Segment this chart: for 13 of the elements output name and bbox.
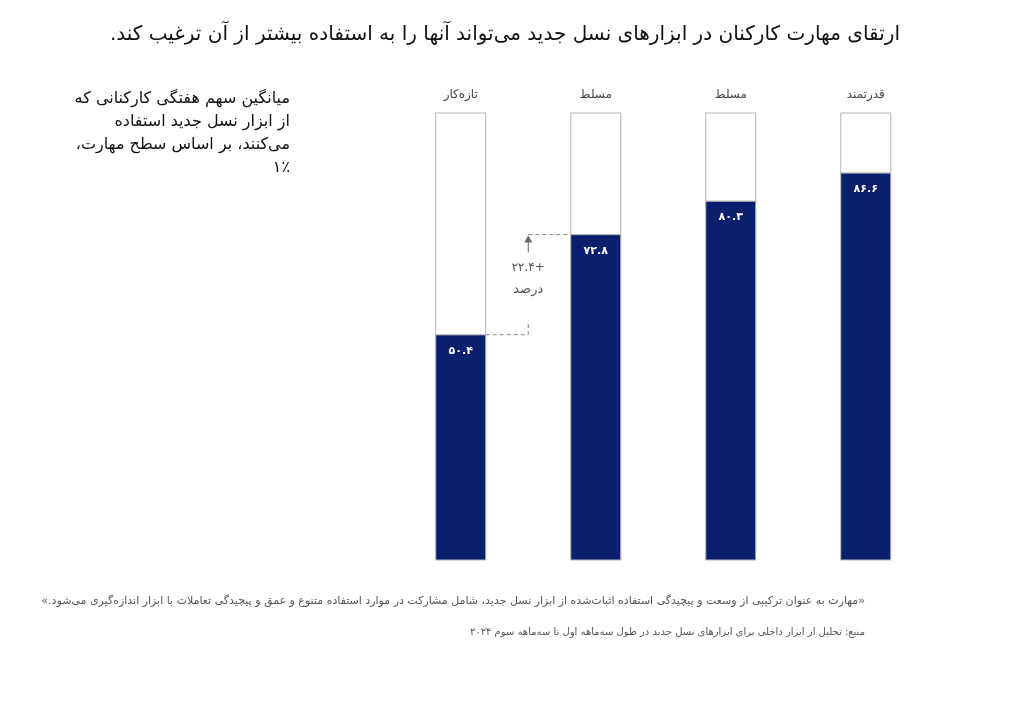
x-tick-label: قدرتمند — [846, 87, 885, 102]
data-label: ۸۰.۳ — [718, 210, 744, 224]
x-tick-label: مسلط — [714, 87, 747, 101]
text: «مهارت به عنوان ترکیبی از وسعت و پیچیدگی استفاده اثبات‌شده از ابزار نسل جدید، شامل مشارکت در موارد استفاده متنوع و عمق و پیچیدگی تعاملات با ابزار اندازه‌گیری می‌شود.» — [41, 594, 865, 608]
text: منبع: تحلیل از ابزار داخلی برای ابزارهای نسل جدید در طول سه‌ماهه اول تا سه‌ماهه سوم ۲۰۲۴ — [469, 626, 865, 638]
data-label: ۸۶.۶ — [853, 181, 878, 195]
x-tick-label: مسلط — [579, 87, 612, 101]
annotation: +۲۲.۴ درصد — [511, 259, 545, 297]
data-label: ۵۰.۴ — [448, 343, 474, 357]
chart-title: ارتقای مهارت کارکنان در ابزارهای نسل جدید می‌تواند آنها را به استفاده بیشتر از آن ترغیب کند. — [109, 20, 900, 45]
data-label: ۷۲.۸ — [583, 243, 609, 257]
text: میانگین سهم هفتگی کارکنانی که از ابزار نسل جدید استفاده می‌کنند، بر اساس سطح مهارت، ۱٪ — [74, 88, 290, 176]
x-tick-label: تازه‌کار — [442, 87, 478, 102]
